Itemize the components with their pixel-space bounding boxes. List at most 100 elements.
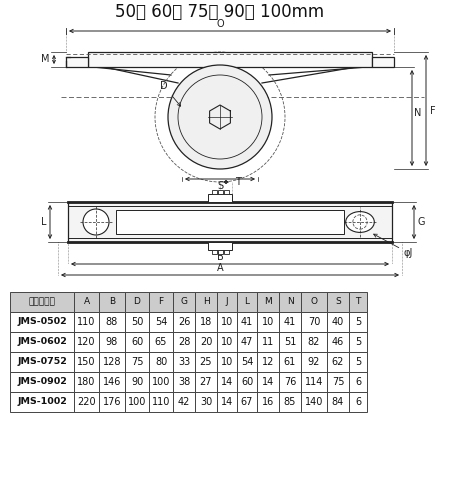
Bar (301, 332, 327, 352)
Bar (74, 292, 99, 312)
Bar (173, 352, 195, 372)
Text: 61: 61 (284, 357, 296, 367)
Text: 82: 82 (308, 337, 320, 347)
Bar (218, 190, 223, 194)
Text: L: L (42, 217, 47, 227)
Text: 10: 10 (262, 317, 274, 327)
Text: 98: 98 (106, 337, 118, 347)
Bar (66, 57, 88, 67)
Bar (208, 194, 232, 202)
Bar (349, 332, 367, 352)
Bar (173, 292, 195, 312)
Bar (301, 372, 327, 392)
Text: T: T (235, 177, 241, 187)
Bar (372, 57, 394, 67)
Text: 50: 50 (131, 317, 143, 327)
Bar (195, 352, 217, 372)
Text: J: J (226, 298, 228, 306)
Bar (99, 392, 125, 412)
Bar (327, 352, 349, 372)
Bar (257, 312, 279, 332)
Bar (10, 312, 74, 332)
Text: 176: 176 (103, 397, 121, 407)
Bar (327, 312, 349, 332)
Bar (237, 312, 257, 332)
Text: T: T (355, 298, 361, 306)
Text: 60: 60 (131, 337, 143, 347)
Bar (349, 352, 367, 372)
Text: 76: 76 (284, 377, 296, 387)
Bar (74, 352, 99, 372)
Text: 100: 100 (128, 397, 146, 407)
Text: D: D (134, 298, 140, 306)
Bar (279, 312, 301, 332)
Text: 114: 114 (305, 377, 323, 387)
Bar (279, 392, 301, 412)
Bar (173, 332, 195, 352)
Bar (217, 312, 237, 332)
Bar (88, 52, 372, 67)
Text: 28: 28 (178, 337, 190, 347)
Bar (279, 332, 301, 352)
Text: 92: 92 (308, 357, 320, 367)
Text: 110: 110 (77, 317, 96, 327)
Bar (237, 392, 257, 412)
Bar (301, 292, 327, 312)
Bar (10, 392, 74, 412)
Text: D: D (160, 81, 181, 106)
Bar (327, 332, 349, 352)
Text: 51: 51 (284, 337, 296, 347)
Text: JMS-0752: JMS-0752 (17, 357, 67, 367)
Text: 90: 90 (131, 377, 143, 387)
Text: 85: 85 (284, 397, 296, 407)
Text: 50・ 60・ 75・ 90・ 100mm: 50・ 60・ 75・ 90・ 100mm (116, 3, 325, 21)
Text: 40: 40 (332, 317, 344, 327)
Bar (173, 392, 195, 412)
Text: 11: 11 (262, 337, 274, 347)
Text: 70: 70 (308, 317, 320, 327)
Bar (349, 392, 367, 412)
Bar (257, 352, 279, 372)
Text: 128: 128 (103, 357, 121, 367)
Bar (99, 372, 125, 392)
Bar (349, 372, 367, 392)
Text: JMS-0602: JMS-0602 (17, 337, 67, 346)
Bar (74, 372, 99, 392)
Bar (74, 332, 99, 352)
Bar (173, 372, 195, 392)
Text: G: G (417, 217, 425, 227)
Text: 47: 47 (241, 337, 253, 347)
Text: S: S (335, 298, 341, 306)
Text: 25: 25 (200, 357, 212, 367)
Text: 27: 27 (200, 377, 212, 387)
Bar (125, 372, 149, 392)
Text: 14: 14 (221, 397, 233, 407)
Text: G: G (181, 298, 188, 306)
Text: F: F (430, 106, 436, 115)
Bar (99, 332, 125, 352)
Bar (224, 190, 229, 194)
Bar (125, 332, 149, 352)
Text: 14: 14 (221, 377, 233, 387)
Bar (149, 292, 173, 312)
Text: 110: 110 (152, 397, 170, 407)
Text: 6: 6 (355, 377, 361, 387)
Bar (301, 392, 327, 412)
Text: 75: 75 (332, 377, 344, 387)
Text: 75: 75 (131, 357, 143, 367)
Text: 10: 10 (221, 337, 233, 347)
Bar (237, 372, 257, 392)
Bar (212, 250, 217, 254)
Bar (257, 292, 279, 312)
Bar (173, 312, 195, 332)
Text: 100: 100 (152, 377, 170, 387)
Text: 6: 6 (355, 397, 361, 407)
Text: F: F (158, 298, 164, 306)
Text: 33: 33 (178, 357, 190, 367)
Text: 54: 54 (155, 317, 167, 327)
Bar (125, 312, 149, 332)
Text: JMS-0902: JMS-0902 (17, 377, 67, 387)
Bar (10, 332, 74, 352)
Bar (149, 372, 173, 392)
Bar (68, 202, 392, 242)
